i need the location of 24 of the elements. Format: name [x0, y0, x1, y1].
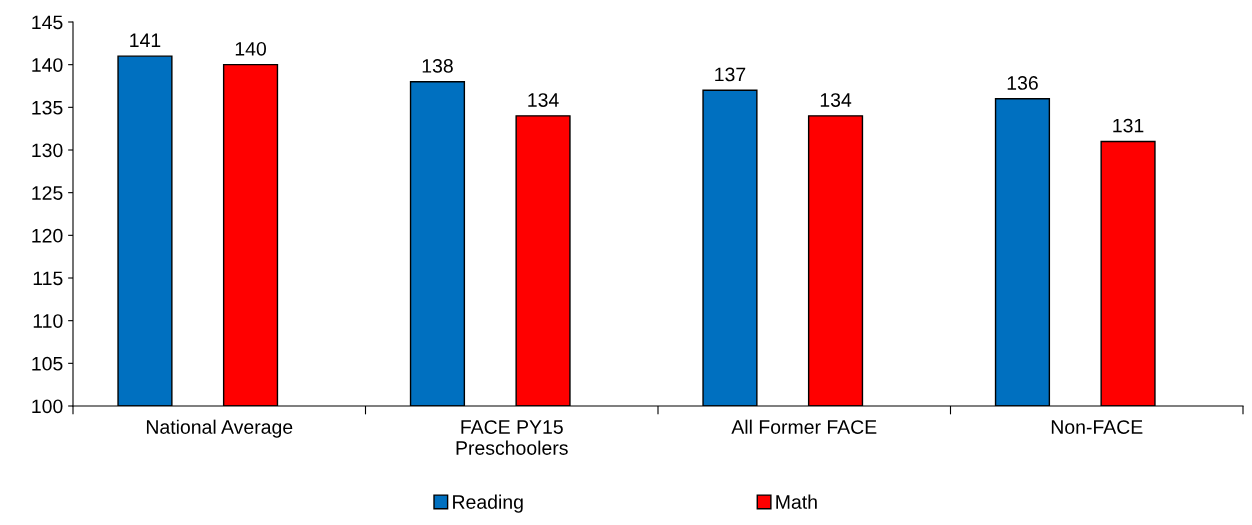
- data-label: 141: [130, 33, 161, 47]
- data-label: 131: [1113, 118, 1144, 133]
- data-label: 134: [528, 93, 559, 107]
- y-tick-label: 145: [32, 15, 63, 30]
- y-tick-label: 120: [32, 228, 63, 243]
- x-tick-label: National Average: [146, 419, 293, 438]
- y-tick-label: 140: [32, 58, 63, 72]
- x-tick-label: All Former FACE: [731, 419, 877, 434]
- legend-label: Math: [776, 494, 817, 509]
- y-tick-label: 100: [32, 399, 63, 414]
- x-tick-label: Non-FACE: [1051, 420, 1143, 434]
- data-label: 138: [422, 59, 453, 73]
- x-tick-label: FACE PY15 Preschoolers: [456, 420, 568, 455]
- data-label: 137: [715, 67, 746, 82]
- legend-label: Reading: [453, 494, 523, 513]
- data-label: 140: [235, 41, 267, 56]
- data-label: 136: [1007, 76, 1038, 90]
- y-tick-label: 115: [33, 271, 63, 286]
- y-tick-label: 105: [32, 356, 63, 371]
- y-tick-label: 125: [32, 186, 63, 200]
- y-tick-label: 110: [33, 314, 63, 328]
- data-label: 134: [820, 93, 852, 107]
- y-tick-label: 130: [32, 143, 63, 158]
- y-tick-label: 135: [32, 100, 63, 115]
